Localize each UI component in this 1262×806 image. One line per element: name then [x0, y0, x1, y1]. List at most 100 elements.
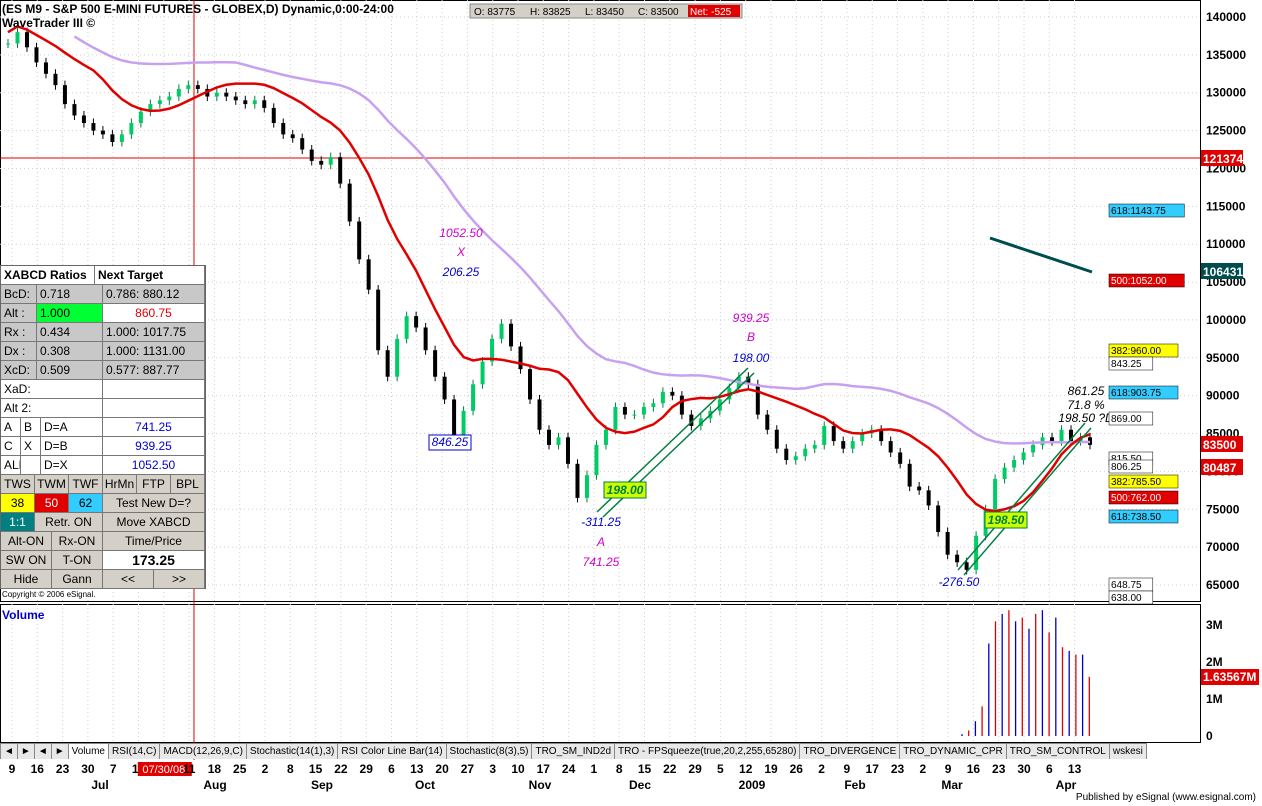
move-xabcd-button[interactable]: Move XABCD	[103, 513, 205, 531]
chart-title: (ES M9 - S&P 500 E-MINI FUTURES - GLOBEX…	[2, 2, 394, 16]
study-tab[interactable]: wskesi	[1108, 743, 1147, 759]
study-tab[interactable]: TRO_SM_IND2d	[531, 743, 616, 759]
xabcd-cell: 1.000: 1017.75	[103, 323, 205, 341]
bpl-button[interactable]: BPL	[171, 475, 205, 493]
right-level-label: 382:785.50	[1111, 477, 1161, 488]
twf-button[interactable]: TWF	[69, 475, 103, 493]
xabcd-cell: 50	[35, 494, 69, 512]
xabcd-cell: Rx :	[1, 323, 37, 341]
twm-button[interactable]: TWM	[35, 475, 69, 493]
tab-scroll-button[interactable]: ►	[16, 743, 35, 759]
study-tab[interactable]: TRO_SM_CONTROL	[1005, 743, 1110, 759]
alt-on-button[interactable]: Alt-ON	[1, 532, 52, 550]
price-bar	[300, 138, 305, 150]
price-bar	[186, 85, 191, 89]
moving-average-fast	[7, 25, 1091, 513]
study-tab[interactable]: TRO_DIVERGENCE	[799, 743, 901, 759]
ftp-button[interactable]: FTP	[137, 475, 171, 493]
x-tick-label: 20	[435, 762, 449, 776]
sw-on-button[interactable]: SW ON	[1, 551, 52, 569]
annotation-label: 198.50	[988, 513, 1025, 527]
price-bar	[584, 475, 589, 498]
xabcd-cell: D=X	[41, 456, 103, 474]
xabcd-cell: D=A	[41, 418, 103, 436]
price-bar	[841, 441, 846, 449]
chart-subtitle: WaveTrader III ©	[2, 16, 95, 30]
xabcd-cell: B	[21, 418, 41, 436]
hide-button[interactable]: Hide	[1, 570, 52, 588]
month-label: Mar	[941, 778, 963, 792]
month-label: Apr	[1056, 778, 1077, 792]
study-tab[interactable]: TRO - FPSqueeze(true,20,2,255,65280)	[614, 743, 801, 759]
xabcd-row: 1:1 Retr. ON Move XABCD	[1, 513, 205, 532]
price-bar	[328, 157, 333, 165]
t-on-button[interactable]: T-ON	[52, 551, 103, 569]
volume-bars: 3M 2M 1M 0 1.63567M	[961, 610, 1259, 743]
price-bar	[319, 160, 324, 165]
price-bar	[195, 85, 200, 89]
copyright: Copyright © 2006 eSignal.	[2, 590, 96, 599]
price-bar	[471, 384, 476, 411]
ohlc-low: L: 83450	[585, 7, 624, 18]
price-bar	[784, 448, 789, 461]
xabcd-cell: 38	[1, 494, 35, 512]
month-label: Jul	[91, 778, 108, 792]
price-bar	[879, 429, 884, 442]
xabcd-cell: 0.308	[37, 342, 103, 360]
price-bar	[395, 338, 400, 377]
x-tick-label: 19	[764, 762, 778, 776]
price-bar	[1050, 437, 1055, 442]
price-bar	[613, 407, 618, 430]
ratio-button[interactable]: 1:1	[1, 513, 35, 531]
price-bar	[765, 414, 770, 430]
xabcd-row: XcD: 0.509 0.577: 887.77	[1, 361, 205, 380]
xabcd-cell: 0.509	[37, 361, 103, 379]
price-bar	[1059, 429, 1064, 442]
tab-scroll-button[interactable]: ►	[50, 743, 69, 759]
tab-scroll-button[interactable]: ◄	[33, 743, 52, 759]
study-tab[interactable]: Stochastic(8(3),5)	[445, 743, 533, 759]
price-bar	[461, 410, 466, 438]
right-level-label: 815.50	[1111, 454, 1142, 465]
prev-button[interactable]: <<	[103, 570, 154, 588]
time-price-button[interactable]: Time/Price	[103, 532, 205, 550]
xabcd-cell: XaD:	[1, 380, 103, 398]
study-tab[interactable]: MACD(12,26,9,C)	[159, 743, 247, 759]
study-tab[interactable]: TRO_DYNAMIC_CPR	[899, 743, 1007, 759]
price-bar	[518, 346, 523, 370]
study-tab[interactable]: RSI(14,C)	[107, 743, 161, 759]
next-button[interactable]: >>	[154, 570, 205, 588]
study-tab[interactable]: Volume	[67, 743, 109, 759]
study-tab[interactable]: RSI Color Line Bar(14)	[337, 743, 447, 759]
price-tag	[1201, 459, 1243, 475]
right-level-box	[1108, 273, 1185, 288]
rx-on-button[interactable]: Rx-ON	[52, 532, 103, 550]
right-level-box	[1108, 385, 1179, 400]
tab-scroll-button[interactable]: ◄	[0, 743, 18, 759]
gann-button[interactable]: Gann	[52, 570, 103, 588]
y-tick-label: 130000	[1206, 86, 1246, 100]
price-bar	[129, 123, 134, 135]
xabcd-row: C X D=B 939.25	[1, 437, 205, 456]
price-tag	[1201, 263, 1243, 279]
price-bar	[774, 429, 779, 449]
x-tick-label: 3	[489, 762, 496, 776]
x-tick-label: 17	[866, 762, 880, 776]
hrmn-button[interactable]: HrMn	[103, 475, 137, 493]
x-tick-label: 11	[183, 762, 196, 776]
x-tick-label: 7	[110, 762, 117, 776]
xabcd-cell: XcD:	[1, 361, 37, 379]
price-bar	[1021, 452, 1026, 461]
price-bar	[433, 350, 438, 377]
price-bar	[594, 444, 599, 476]
study-tab[interactable]: Stochastic(14(1),3)	[245, 743, 339, 759]
right-level-box	[1108, 203, 1185, 218]
retr-on-button[interactable]: Retr. ON	[35, 513, 103, 531]
abcd-leg-2a	[957, 422, 1086, 571]
tws-button[interactable]: TWS	[1, 475, 35, 493]
test-new-d-button[interactable]: Test New D=?	[103, 494, 205, 512]
xabcd-cell: 0.577: 887.77	[103, 361, 205, 379]
xabcd-row: TWS TWM TWF HrMn FTP BPL	[1, 475, 205, 494]
annotation-label: B	[747, 330, 755, 344]
volume-title: Volume	[2, 608, 45, 622]
